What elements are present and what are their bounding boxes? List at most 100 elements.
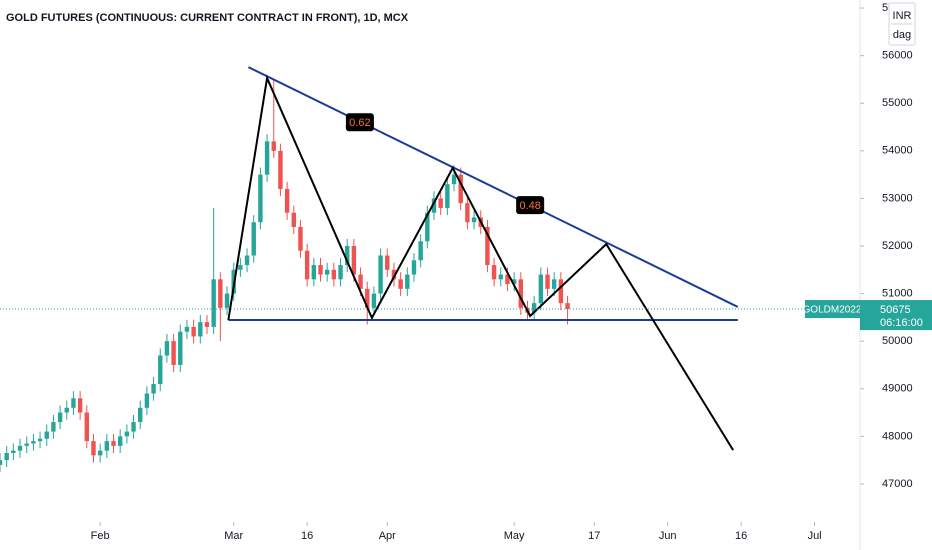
candle-body [324, 269, 330, 275]
candle-body [485, 226, 490, 266]
candle-body [158, 355, 163, 385]
candle-body [358, 274, 363, 289]
currency-label[interactable]: INR [893, 10, 912, 22]
candle-body [345, 246, 350, 266]
x-tick-label: 16 [735, 530, 747, 542]
symbol-label: GOLDM2022 [803, 305, 862, 316]
candle-body [77, 398, 83, 413]
candle-body [505, 274, 510, 285]
candle-body [398, 279, 403, 289]
candle-body [144, 393, 150, 408]
candle-body [311, 265, 317, 280]
chart-title: GOLD FUTURES (CONTINUOUS: CURRENT CONTRA… [6, 12, 409, 24]
candle-body [24, 443, 29, 446]
candle-body [278, 150, 283, 189]
candle-body [538, 274, 544, 304]
candle-body [17, 445, 23, 451]
candle-body [211, 279, 216, 327]
candle-body [184, 326, 190, 332]
candle-body [264, 141, 270, 175]
candle-body [171, 341, 176, 365]
countdown-label: 06:16:00 [880, 317, 923, 329]
x-tick-label: May [504, 530, 525, 542]
candle-body [471, 217, 477, 223]
candle-body [218, 279, 223, 308]
candle-body [244, 255, 250, 266]
scale-mode[interactable]: dag [893, 29, 911, 41]
price-tag [860, 300, 932, 331]
candle-body [71, 398, 76, 408]
y-tick-label: 54000 [882, 145, 913, 157]
candle-body [191, 326, 196, 337]
candle-body [284, 188, 290, 213]
candle-body [117, 436, 123, 446]
candle-body [418, 241, 423, 261]
candle-body [164, 341, 170, 356]
symbol-tag [805, 300, 860, 319]
x-tick-label: Jun [659, 530, 677, 542]
candle-body [44, 431, 49, 439]
candle-body [331, 269, 337, 280]
y-tick-label: 47000 [882, 478, 913, 490]
candle-body [431, 198, 437, 213]
candle-body [385, 255, 390, 270]
y-tick-label: 49000 [882, 383, 913, 395]
candle-body [31, 441, 36, 444]
candle-body [445, 184, 450, 208]
annotation-box [516, 196, 545, 215]
candle-body [304, 250, 310, 280]
candle-body [365, 288, 370, 308]
candle-body [224, 293, 230, 308]
candle-body [545, 274, 550, 289]
candle-body [291, 212, 296, 227]
x-tick-label: Mar [224, 530, 243, 542]
annotation-box [345, 113, 374, 132]
annotation-label: 0.48 [519, 200, 540, 212]
candle-body [37, 438, 43, 442]
y-tick-label: 53000 [882, 192, 913, 204]
annotation-label: 0.62 [349, 117, 370, 129]
candle-body [198, 322, 203, 337]
candle-body [371, 293, 377, 308]
y-tick-label: 55000 [882, 97, 913, 109]
candle-body [11, 450, 16, 454]
candle-body [271, 141, 276, 151]
candle-body [498, 274, 503, 280]
candle-body [518, 279, 524, 308]
candle-body [84, 412, 90, 442]
candle-body [151, 384, 156, 394]
candle-body [111, 441, 116, 446]
x-tick-label: Jul [808, 530, 822, 542]
y-tick-label: 52000 [882, 240, 913, 252]
candle-body [238, 265, 243, 270]
candle-body [64, 407, 69, 413]
x-tick-label: 17 [588, 530, 600, 542]
candle-body [425, 212, 430, 242]
y-tick-label: 51000 [882, 288, 913, 300]
candle-body [97, 450, 103, 456]
candle-body [91, 441, 96, 456]
candle-body [258, 174, 263, 223]
y-tick-label: 48000 [882, 430, 913, 442]
x-tick-label: Apr [379, 530, 396, 542]
pattern-line [227, 74, 734, 451]
candle-body [298, 226, 303, 251]
candle-body [0, 460, 3, 465]
candle-body [251, 222, 256, 256]
candle-body [438, 198, 443, 208]
candle-body [351, 246, 357, 275]
trendline [247, 66, 739, 308]
price-label: 50675 [880, 304, 911, 316]
candle-body [318, 265, 323, 275]
y-tick-label: 56000 [882, 50, 913, 62]
x-tick-label: Feb [91, 530, 110, 542]
candle-body [558, 279, 564, 304]
candle-body [57, 412, 63, 423]
candle-body [178, 331, 183, 365]
candle-body [458, 174, 463, 204]
candle-body [4, 453, 9, 461]
candle-body [104, 441, 110, 451]
candle-body [411, 260, 417, 275]
